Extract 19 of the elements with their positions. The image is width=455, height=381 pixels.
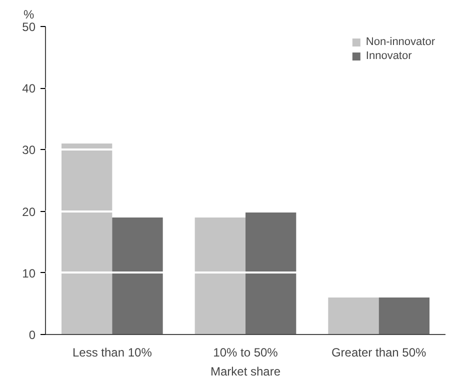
bar: [62, 144, 112, 334]
bar: [194, 217, 246, 334]
bar: [112, 217, 163, 334]
x-tick-label: 10% to 50%: [213, 346, 278, 360]
legend-label: Innovator: [366, 50, 412, 62]
y-tick-label: 40: [22, 82, 36, 96]
bar: [246, 211, 296, 334]
x-axis-title: Market share: [210, 364, 281, 378]
x-tick-label: Greater than 50%: [331, 346, 427, 360]
y-tick-label: 10: [22, 266, 36, 280]
y-tick-label: 30: [22, 143, 36, 158]
legend-label: Non-innovator: [366, 36, 435, 48]
y-tick-label: 0: [28, 328, 36, 342]
x-tick-label: Less than 10%: [72, 346, 152, 360]
y-tick-label: 20: [22, 204, 36, 219]
bar: [378, 298, 430, 334]
y-tick-label: 50: [22, 20, 36, 34]
bar: [328, 298, 379, 334]
y-axis-title: %: [24, 8, 34, 22]
